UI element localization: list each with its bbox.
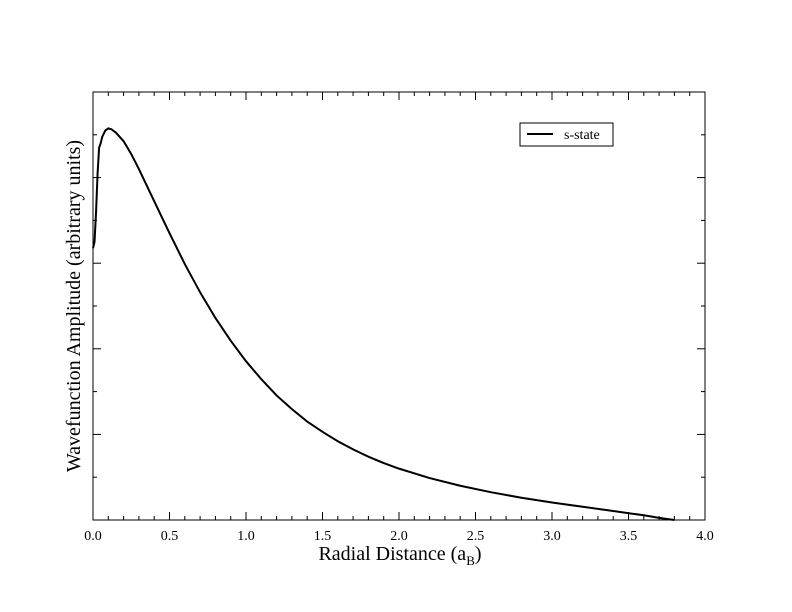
x-tick-label: 1.0 — [237, 529, 255, 544]
x-tick-label: 0.5 — [161, 529, 179, 544]
x-axis-label: Radial Distance (aB) — [318, 543, 481, 568]
plot-frame — [92, 91, 706, 521]
legend-label-s-state: s-state — [564, 128, 600, 143]
x-tick-label: 2.0 — [390, 529, 408, 544]
legend: s-state — [519, 122, 614, 147]
x-tick-label: 3.5 — [620, 529, 638, 544]
series-line-s-state — [92, 127, 675, 521]
x-tick-label: 4.0 — [696, 529, 714, 544]
x-axis-ticks — [92, 92, 706, 520]
x-tick-label: 3.0 — [543, 529, 561, 544]
legend-box — [519, 122, 614, 147]
x-tick-label: 1.5 — [314, 529, 332, 544]
y-axis-ticks — [93, 134, 705, 478]
x-tick-label: 0.0 — [84, 529, 102, 544]
x-tick-label: 2.5 — [467, 529, 485, 544]
x-axis-tick-labels: 0.0 0.5 1.0 1.5 2.0 2.5 3.0 3.5 4.0 — [84, 529, 714, 544]
y-axis-label: Wavefunction Amplitude (arbitrary units) — [63, 140, 85, 472]
